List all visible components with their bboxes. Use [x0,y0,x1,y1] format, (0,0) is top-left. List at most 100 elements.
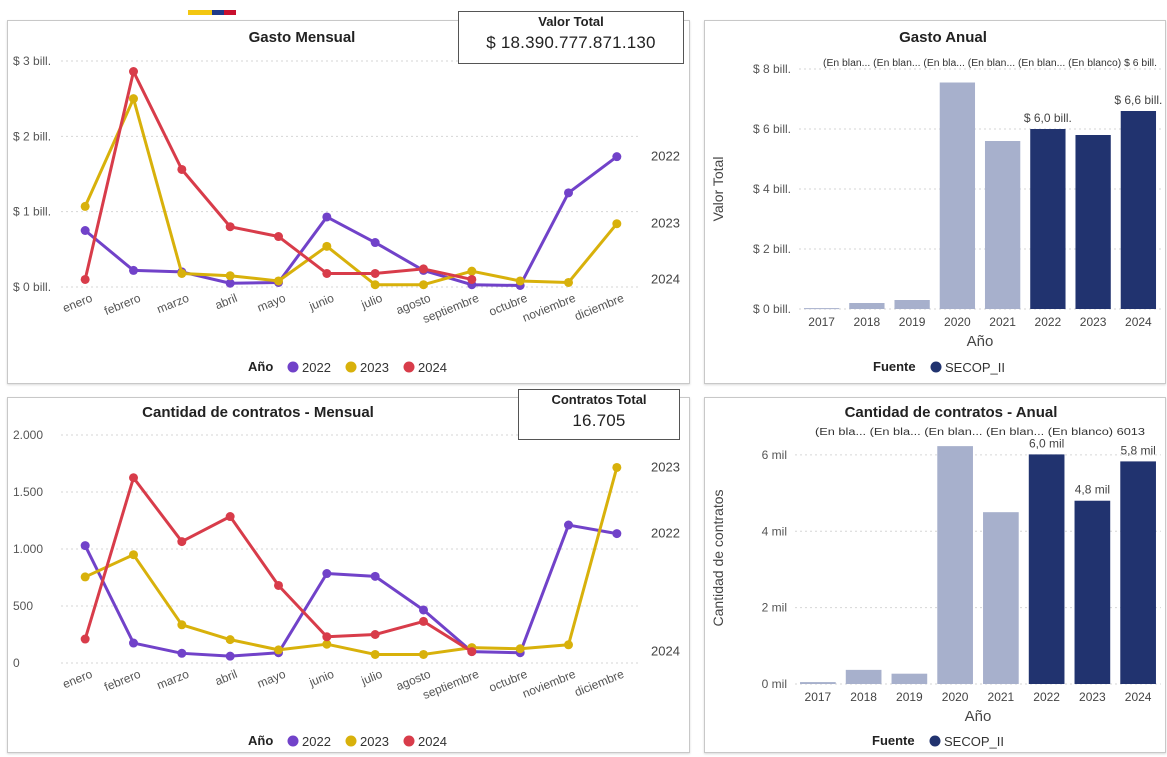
panel-gasto-anual[interactable]: Gasto Anual $ 0 bill. $ 2 bill. $ 4 bill. $ … [704,20,1166,384]
x-tick-label: noviembre [520,291,577,325]
valor-total-value: $ 18.390.777.871.130 [486,33,656,52]
x-tick-label: mayo [255,667,288,691]
data-point-2024 [419,264,428,274]
contratos-total-card[interactable]: Contratos Total 16.705 [518,389,680,440]
y-tick-label: 0 [13,656,20,670]
y-tick-label: $ 0 bill. [13,280,51,294]
legend-title: Año [248,359,273,374]
y-tick-label: $ 2 bill. [13,129,51,143]
data-point-2023 [515,644,525,654]
x-axis-label: Año [965,708,992,725]
data-point-2024 [177,537,187,547]
series-end-label: 2023 [651,216,680,231]
y-tick-label: 2 mil [762,601,787,615]
legend-label: 2024 [418,734,447,749]
y-tick-label: 4 mil [762,524,787,538]
legend-label: SECOP_II [945,360,1005,375]
data-point-2022 [612,529,622,539]
chart-title: Gasto Mensual [249,29,356,46]
x-tick-label: 2019 [896,690,923,704]
data-point-2024 [80,274,90,284]
x-tick-label: abril [213,291,239,312]
data-point-2024 [80,634,90,644]
bar-2019 [894,300,930,309]
valor-total-card[interactable]: Valor Total $ 18.390.777.871.130 [458,11,684,64]
chart-title: Cantidad de contratos - Anual [845,404,1058,421]
legend-label: 2023 [360,360,389,375]
chart-title: Gasto Anual [899,29,987,46]
bar-2018 [849,303,885,309]
data-point-2023 [274,645,283,655]
data-point-2022 [225,651,235,661]
data-point-2023 [322,639,332,649]
data-point-2022 [322,212,332,222]
data-point-2024 [370,268,380,278]
legend-marker-2023 [345,361,357,373]
y-axis-label: Cantidad de contratos [710,490,726,627]
data-point-2023 [177,268,187,278]
x-tick-label: 2022 [1035,315,1062,329]
bar-2022 [1030,129,1066,309]
x-tick-label: junio [306,291,336,314]
data-point-2022 [177,648,187,658]
bar-2018 [845,669,882,684]
x-tick-label: 2017 [805,690,832,704]
legend-marker-2024 [403,735,415,747]
data-point-2022 [129,265,138,275]
y-tick-label: $ 2 bill. [753,242,791,256]
x-tick-label: julio [358,667,384,688]
series-end-label: 2024 [651,644,680,659]
x-tick-label: septiembre [421,667,482,702]
data-point-2022 [419,605,428,615]
x-tick-label: febrero [102,291,143,318]
bar-2017 [800,682,836,684]
legend-marker-2022 [287,361,299,373]
legend-label: 2022 [302,734,331,749]
data-point-2023 [80,201,90,211]
x-tick-label: 2017 [808,315,835,329]
panel-contratos-anual[interactable]: Cantidad de contratos - Anual 0 mil 2 mil 4… [704,397,1166,753]
series-line-2022 [83,523,618,658]
series-line-2022 [84,155,618,287]
data-point-2023 [225,635,235,645]
y-tick-label: $ 1 bill. [13,205,51,219]
x-tick-label: 2021 [988,690,1015,704]
bar-2021 [983,512,1019,684]
data-point-2022 [564,520,573,530]
bar-2023 [1075,135,1111,309]
y-tick-label: $ 4 bill. [753,182,791,196]
panel-gasto-mensual[interactable]: Gasto Mensual $ 0 bill. $ 1 bill. $ 2 bill.… [7,20,690,384]
series-end-label: 2022 [651,526,680,541]
data-point-2023 [225,271,235,281]
bar-data-label: $ 6,6 bill. [1114,93,1162,107]
data-point-2022 [80,226,90,235]
series-line-2023 [83,97,618,287]
x-tick-label: septiembre [421,291,482,326]
x-tick-label: 2020 [944,315,971,329]
series-line-2024 [83,70,473,281]
data-point-2022 [225,278,235,288]
legend-title: Año [248,733,273,748]
x-tick-label: marzo [155,291,191,317]
flag-blue [212,10,224,15]
data-point-2022 [80,541,90,551]
x-tick-label: 2018 [850,690,877,704]
contratos-total-label: Contratos Total [551,392,647,407]
bar-2017 [803,308,840,310]
x-tick-label: diciembre [572,667,626,700]
data-point-2024 [419,616,428,626]
data-point-2023 [80,572,90,582]
y-tick-label: $ 6 bill. [753,122,791,136]
legend-label: SECOP_II [944,734,1004,749]
legend-marker-2024 [403,361,415,373]
data-point-2023 [370,280,380,290]
legend-marker-secop [929,735,941,747]
data-point-2023 [515,276,525,286]
y-tick-label: 1.500 [13,485,43,499]
series-end-label: 2024 [651,271,680,286]
x-tick-label: 2024 [1125,690,1152,704]
legend-label: 2024 [418,360,447,375]
data-point-2023 [322,241,332,251]
data-point-2023 [419,649,428,659]
panel-contratos-mensual[interactable]: Cantidad de contratos - Mensual 0 500 1.000… [7,397,690,753]
